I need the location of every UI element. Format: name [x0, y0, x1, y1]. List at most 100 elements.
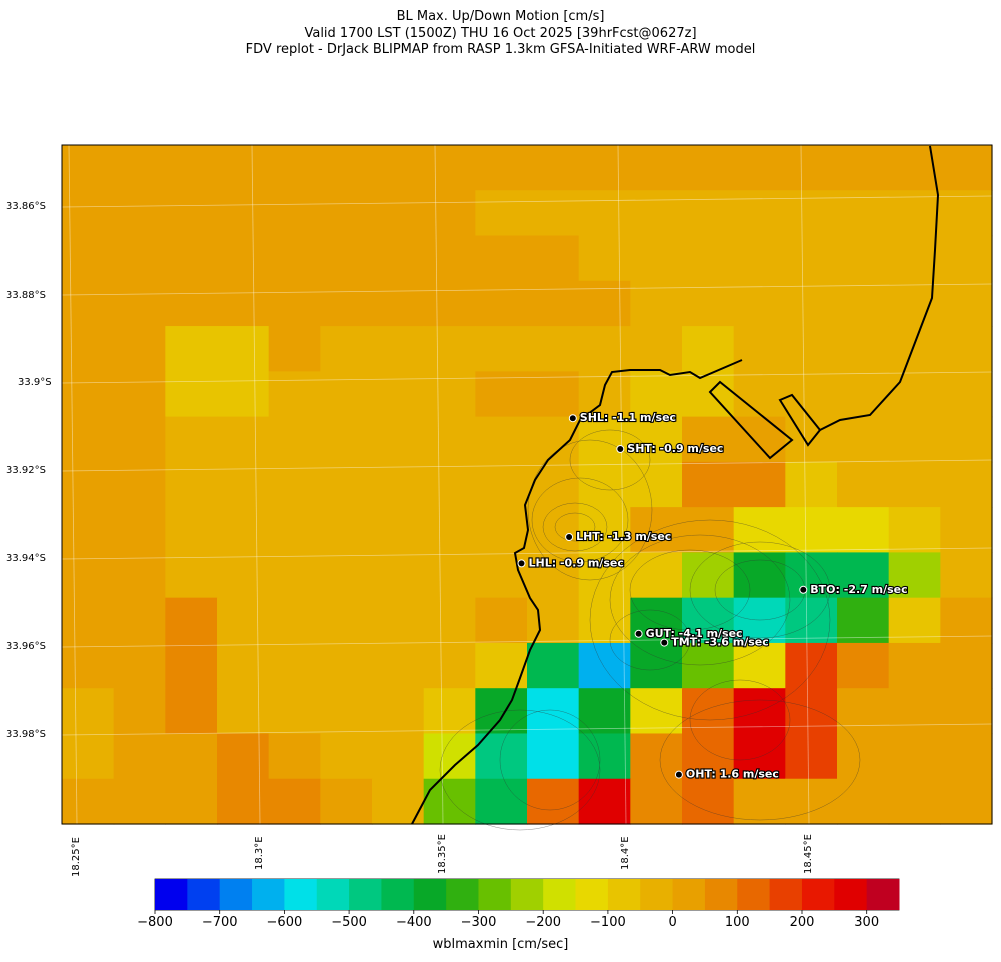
heatmap-cell — [888, 778, 941, 825]
heatmap-cell — [578, 733, 631, 780]
heatmap-cell — [165, 190, 218, 237]
station-label-tmt: TMT: -3.6 m/sec — [671, 636, 768, 649]
heatmap-cell — [113, 280, 166, 327]
heatmap-cell — [475, 190, 528, 237]
heatmap-cell — [268, 235, 321, 282]
heatmap-cell — [527, 461, 580, 508]
station-label-sht: SHT: -0.9 m/sec — [627, 442, 723, 455]
heatmap-cell — [423, 416, 476, 463]
heatmap-cell — [578, 326, 631, 372]
heatmap-cell — [423, 371, 476, 418]
colorbar-tick-label: −500 — [331, 915, 367, 930]
heatmap-cell — [630, 371, 683, 418]
heatmap-cell — [733, 371, 786, 418]
heatmap-cell — [578, 190, 631, 237]
heatmap-cell — [165, 461, 218, 508]
heatmap-cell — [527, 190, 580, 237]
coastline — [411, 145, 940, 825]
chart-subtitle-valid-time: Valid 1700 LST (1500Z) THU 16 Oct 2025 [… — [304, 26, 697, 41]
heatmap-cell — [320, 371, 373, 418]
heatmap-cell — [320, 642, 373, 689]
heatmap-cell — [578, 778, 631, 825]
heatmap-cell — [578, 552, 631, 599]
meridian-line — [617, 144, 627, 825]
colorbar-swatch — [155, 879, 188, 910]
colorbar-tick-label: 100 — [724, 915, 750, 930]
colorbar-swatch — [543, 879, 577, 910]
heatmap-cell — [578, 507, 631, 553]
graticule-lines — [61, 144, 993, 825]
heatmap-cell — [733, 552, 786, 599]
heatmap-cell — [113, 326, 166, 372]
heatmap-cell — [837, 597, 890, 644]
heatmap-cell — [165, 145, 218, 191]
lat-label-33-86: 33.86°S — [6, 201, 46, 212]
heatmap-cell — [62, 642, 115, 689]
heatmap-cell — [475, 507, 528, 553]
heatmap-cell — [682, 597, 735, 644]
heatmap-cell — [268, 778, 321, 825]
colorbar-swatch — [284, 879, 318, 910]
lon-label-18-45: 18.45°E — [803, 834, 814, 874]
heatmap-cell — [837, 507, 890, 553]
station-label-shl: SHL: -1.1 m/sec — [580, 411, 676, 424]
lat-label-33-92: 33.92°S — [6, 465, 46, 476]
heatmap-cell — [888, 597, 941, 644]
heatmap-cell — [733, 235, 786, 282]
heatmap-cell — [733, 326, 786, 372]
heatmap-cell — [682, 235, 735, 282]
station-label-lhl: LHL: -0.9 m/sec — [529, 556, 624, 569]
heatmap-cell — [527, 371, 580, 418]
heatmap-cell — [165, 371, 218, 418]
heatmap-cell — [423, 145, 476, 191]
heatmap-cell — [165, 642, 218, 689]
heatmap-cell — [113, 461, 166, 508]
heatmap-cell — [62, 507, 115, 553]
colorbar-tick-label: −600 — [266, 915, 303, 930]
colorbar-swatch — [866, 879, 900, 910]
parallel-line — [61, 547, 993, 560]
heatmap-cell — [578, 145, 631, 191]
heatmap-cell — [268, 507, 321, 553]
heatmap-cell — [888, 507, 941, 553]
heatmap-cell — [475, 416, 528, 463]
heatmap-cell — [630, 688, 683, 735]
heatmap-cell — [320, 280, 373, 327]
heatmap-cell — [268, 642, 321, 689]
heatmap-cell — [423, 280, 476, 327]
colorbar-swatch — [575, 879, 609, 910]
heatmap-cell — [62, 190, 115, 237]
heatmap-cell — [165, 688, 218, 735]
meridian-line — [68, 144, 78, 825]
heatmap-cell — [630, 235, 683, 282]
colorbar-swatch — [349, 879, 382, 910]
heatmap-cell — [785, 280, 838, 327]
heatmap-cell — [113, 642, 166, 689]
heatmap-cell — [423, 688, 476, 735]
colorbar-swatch — [219, 879, 253, 910]
heatmap-cell — [475, 461, 528, 508]
heatmap-cell — [62, 733, 115, 780]
heatmap-cell — [268, 552, 321, 599]
heatmap-cell — [785, 235, 838, 282]
meridian-line — [251, 144, 261, 825]
colorbar-tick-label: −700 — [201, 915, 238, 930]
heatmap-cell — [940, 552, 993, 599]
heatmap-cell — [940, 326, 993, 372]
heatmap-cell — [682, 190, 735, 237]
parallel-line — [61, 723, 993, 736]
heatmap-cell — [785, 145, 838, 191]
heatmap-cell — [682, 326, 735, 372]
heatmap-cell — [268, 371, 321, 418]
meridian-line — [434, 144, 444, 825]
colorbar-swatch — [381, 879, 415, 910]
parallel-line — [61, 283, 993, 296]
heatmap-cell — [578, 642, 631, 689]
station-label-bto: BTO: -2.7 m/sec — [810, 583, 907, 596]
station-marker-gut — [634, 629, 643, 638]
heatmap-cell — [423, 552, 476, 599]
heatmap-cell — [578, 416, 631, 463]
colorbar-swatch — [413, 879, 447, 910]
lat-label-33-88: 33.88°S — [6, 290, 46, 301]
heatmap-cell — [268, 416, 321, 463]
